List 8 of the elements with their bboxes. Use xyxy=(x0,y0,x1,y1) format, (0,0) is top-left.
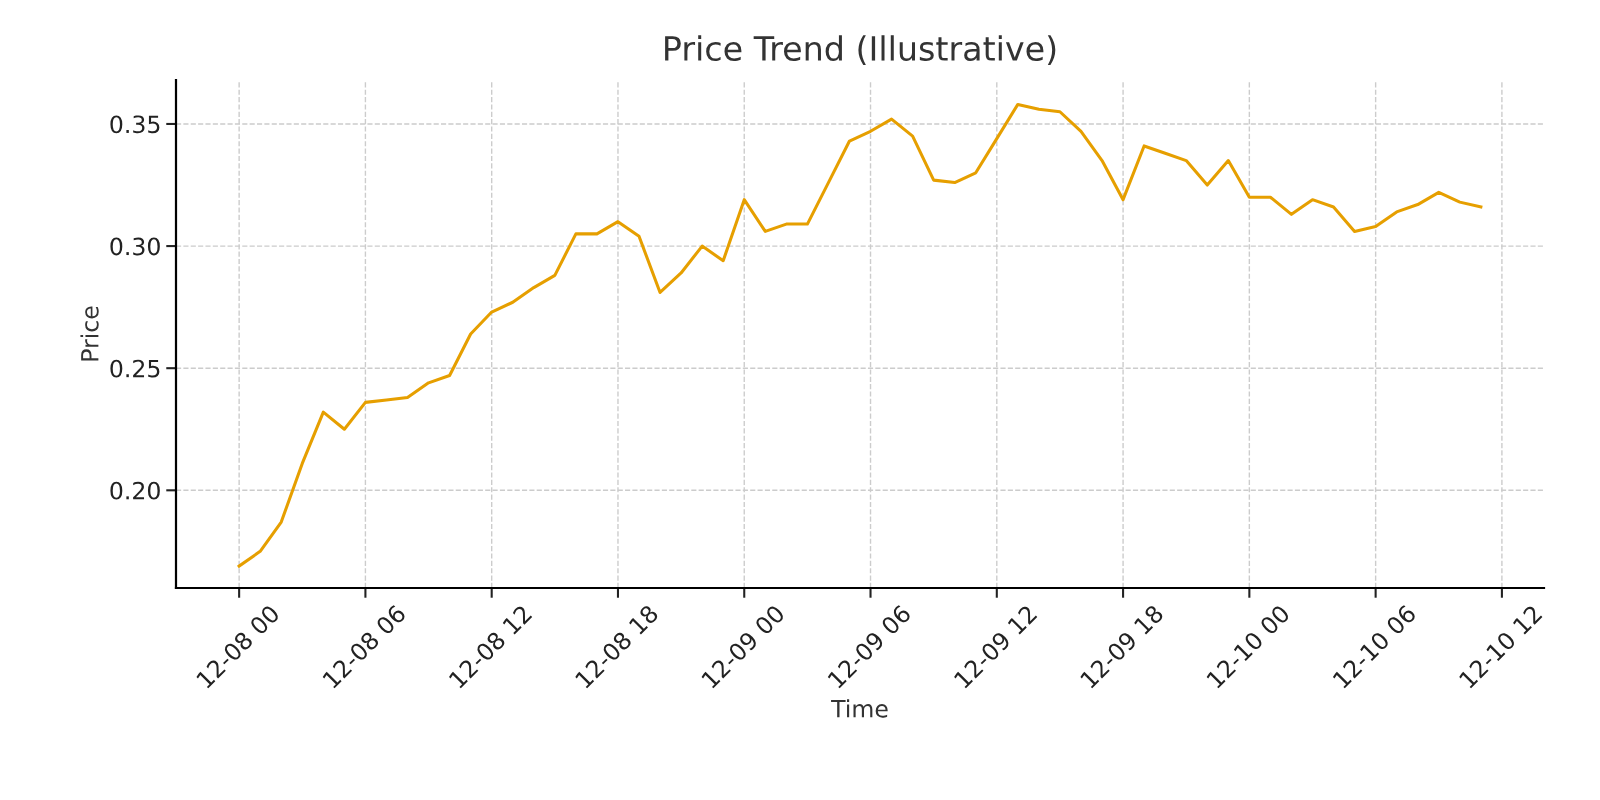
y-tick-label: 0.30 xyxy=(110,237,160,256)
x-axis-title: Time xyxy=(831,699,888,718)
chart-title: Price Trend (Illustrative) xyxy=(665,35,1056,65)
y-tick-label: 0.35 xyxy=(110,115,160,134)
line-series xyxy=(237,102,1483,568)
y-axis-title: Price xyxy=(80,306,99,361)
y-tick-label: 0.25 xyxy=(110,359,160,378)
y-tick-label: 0.20 xyxy=(110,481,160,500)
